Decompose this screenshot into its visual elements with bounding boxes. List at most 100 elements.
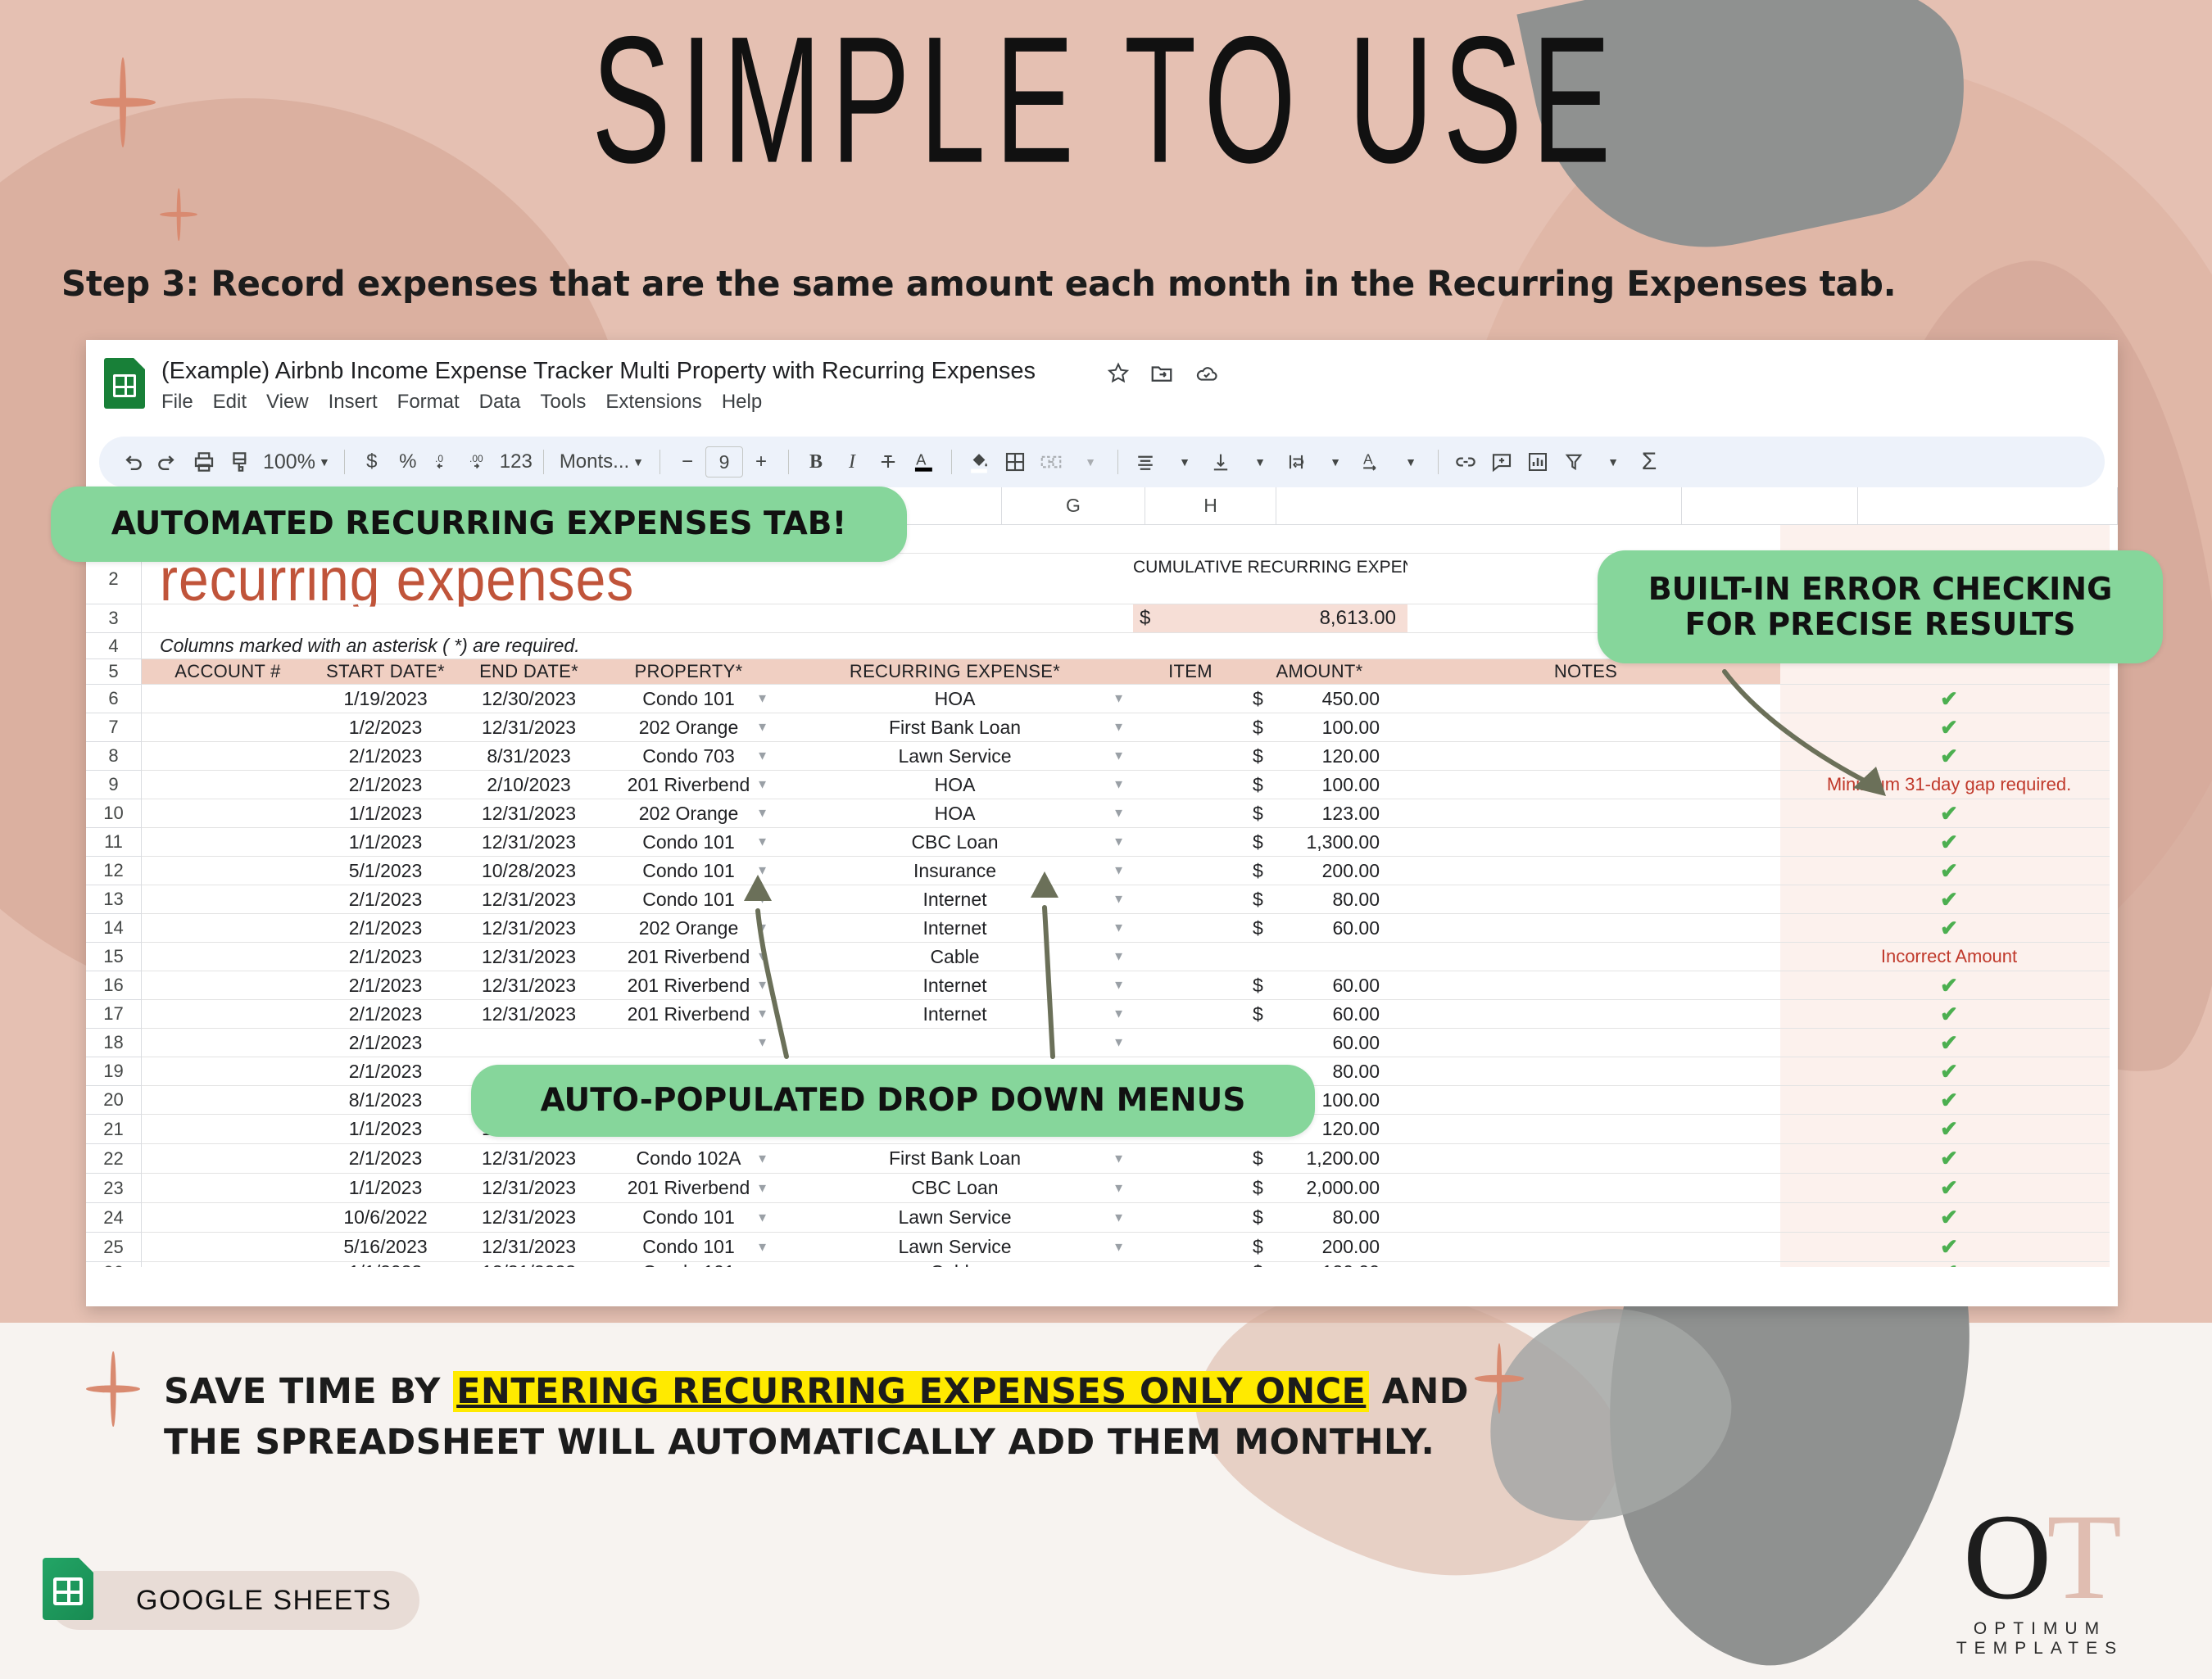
paint-format-icon[interactable] [222, 444, 258, 480]
cell-item[interactable] [1133, 1262, 1248, 1267]
cell-notes[interactable] [1391, 1203, 1780, 1232]
cell-start-date[interactable]: 1/1/2023 [348, 1177, 423, 1198]
cell-property-dropdown[interactable]: Condo 102A ▼ [636, 1147, 768, 1169]
borders-button[interactable] [997, 444, 1033, 480]
status-check-icon[interactable]: ✔ [1780, 971, 2118, 999]
row-number-21[interactable]: 21 [86, 1115, 142, 1144]
cell-item[interactable] [1133, 685, 1248, 713]
header-item[interactable]: ITEM [1168, 661, 1213, 681]
cell-account[interactable] [142, 857, 314, 885]
cell-end-date[interactable]: 12/31/2023 [481, 1206, 577, 1228]
cell-item[interactable] [1133, 885, 1248, 913]
cell-end-date[interactable]: 12/31/2023 [481, 802, 577, 824]
italic-button[interactable]: I [849, 450, 856, 473]
menu-item-help[interactable]: Help [721, 391, 763, 413]
row-number-3[interactable]: 3 [86, 604, 142, 633]
cell-amount[interactable]: $1,300.00 [1248, 828, 1391, 856]
cell-blank[interactable] [1780, 525, 2118, 553]
cell-amount[interactable]: $1,200.00 [1248, 1144, 1391, 1173]
text-rotation-button[interactable]: A [1353, 444, 1389, 480]
cell-property-dropdown[interactable]: 202 Orange ▼ [638, 716, 768, 738]
status-check-icon[interactable]: ✔ [1780, 1000, 2118, 1028]
header-start-date[interactable]: START DATE* [326, 661, 445, 681]
cell-property-dropdown[interactable]: 201 Riverbend▼ [627, 773, 768, 795]
cell-notes[interactable] [1391, 828, 1780, 856]
cell-end-date[interactable]: 12/31/2023 [481, 1177, 577, 1198]
cell-item[interactable] [1133, 1000, 1248, 1028]
cell-end-date[interactable]: 12/31/2023 [481, 1147, 577, 1169]
row-number-16[interactable]: 16 [86, 971, 142, 1000]
status-error-message[interactable]: Incorrect Amount [1780, 943, 2118, 971]
status-check-icon[interactable]: ✔ [1780, 1174, 2118, 1202]
row-number-2[interactable]: 2 [86, 554, 142, 604]
cell-start-date[interactable]: 1/1/2023 [348, 830, 423, 853]
status-check-icon[interactable]: ✔ [1780, 1115, 2118, 1143]
row-number-24[interactable]: 24 [86, 1203, 142, 1233]
dropdown-caret-icon[interactable]: ▼ [756, 806, 768, 821]
cell-recurring-expense-dropdown[interactable]: Cable▼ [930, 945, 1125, 967]
status-check-icon[interactable]: ✔ [1780, 1233, 2118, 1261]
cell-account[interactable] [142, 1144, 314, 1173]
cell-recurring-expense-dropdown[interactable]: Insurance▼ [913, 859, 1125, 881]
cell-item[interactable] [1133, 713, 1248, 741]
column-header-H[interactable]: H [1145, 487, 1276, 524]
cell-account[interactable] [142, 1233, 314, 1261]
cell-account[interactable] [142, 885, 314, 913]
cell-property-dropdown[interactable]: Condo 101▼ [642, 888, 768, 910]
more-formats-button[interactable]: 123 [499, 450, 533, 473]
menu-item-format[interactable]: Format [397, 391, 460, 413]
dropdown-caret-icon[interactable]: ▼ [1113, 1181, 1125, 1195]
decrease-font-size-button[interactable]: − [682, 450, 694, 473]
cell-item[interactable] [1133, 828, 1248, 856]
cell-amount[interactable]: $200.00 [1248, 857, 1391, 885]
cell-recurring-expense-dropdown[interactable]: HOA ▼ [934, 773, 1125, 795]
redo-icon[interactable] [150, 444, 186, 480]
cell-notes[interactable] [1391, 685, 1780, 713]
cell-item[interactable] [1133, 1203, 1248, 1232]
cell-amount[interactable]: 80.00 [1248, 1057, 1391, 1085]
menu-item-tools[interactable]: Tools [540, 391, 587, 413]
cell-notes[interactable] [1391, 885, 1780, 913]
cell-end-date[interactable]: 8/31/2023 [487, 744, 571, 767]
row-number-20[interactable]: 20 [86, 1086, 142, 1115]
row-number-13[interactable]: 13 [86, 885, 142, 914]
dropdown-caret-icon[interactable]: ▼ [756, 1181, 768, 1195]
dropdown-caret-icon[interactable]: ▼ [756, 691, 768, 706]
cell-account[interactable] [142, 742, 314, 770]
cell-end-date[interactable]: 12/31/2023 [481, 916, 577, 939]
dropdown-caret-icon[interactable]: ▼ [756, 949, 768, 964]
cell-recurring-expense-dropdown[interactable]: HOA ▼ [934, 802, 1125, 824]
cell-recurring-expense-dropdown[interactable]: Internet ▼ [922, 916, 1126, 939]
cell-property-dropdown[interactable]: 201 Riverbend▼ [627, 1002, 768, 1025]
cell-recurring-expense-dropdown[interactable]: Cable▼ [777, 1262, 1133, 1267]
row-number-15[interactable]: 15 [86, 943, 142, 971]
cell-notes[interactable] [1391, 1029, 1780, 1057]
cell-end-date[interactable]: 12/31/2023 [481, 1236, 577, 1257]
cell-property-dropdown[interactable]: 201 Riverbend▼ [627, 1177, 768, 1198]
dropdown-caret-icon[interactable]: ▼ [756, 1152, 768, 1165]
cell-amount[interactable]: $60.00 [1248, 914, 1391, 942]
cell-item[interactable] [1133, 742, 1248, 770]
cell-account[interactable] [142, 1262, 314, 1267]
cell-account[interactable] [142, 1057, 314, 1085]
cell-property-dropdown[interactable]: Condo 101▼ [642, 830, 768, 853]
dropdown-caret-icon[interactable]: ▼ [756, 1265, 768, 1267]
cell-property-dropdown[interactable]: Condo 101▼ [642, 859, 768, 881]
dropdown-caret-icon[interactable]: ▼ [1113, 863, 1125, 878]
move-to-folder-icon[interactable] [1149, 361, 1175, 386]
cell-property-dropdown[interactable]: 201 Riverbend▼ [627, 974, 768, 996]
cell-notes[interactable] [1391, 1000, 1780, 1028]
status-check-icon[interactable]: ✔ [1780, 1029, 2118, 1057]
cell-blank[interactable] [969, 554, 1133, 604]
cell-start-date[interactable]: 1/19/2023 [343, 687, 428, 709]
menu-item-edit[interactable]: Edit [212, 391, 247, 413]
percent-format-button[interactable]: % [399, 450, 417, 473]
cell-start-date[interactable]: 2/1/2023 [348, 888, 423, 910]
cell-notes[interactable] [1391, 771, 1780, 799]
required-columns-note[interactable]: Columns marked with an asterisk ( *) are… [160, 635, 580, 656]
cell-end-date[interactable]: 12/31/2023 [457, 1262, 601, 1267]
star-icon[interactable] [1106, 361, 1131, 386]
insert-link-icon[interactable] [1448, 444, 1484, 480]
cell-account[interactable] [142, 1086, 314, 1114]
cell-blank[interactable] [142, 604, 1133, 632]
